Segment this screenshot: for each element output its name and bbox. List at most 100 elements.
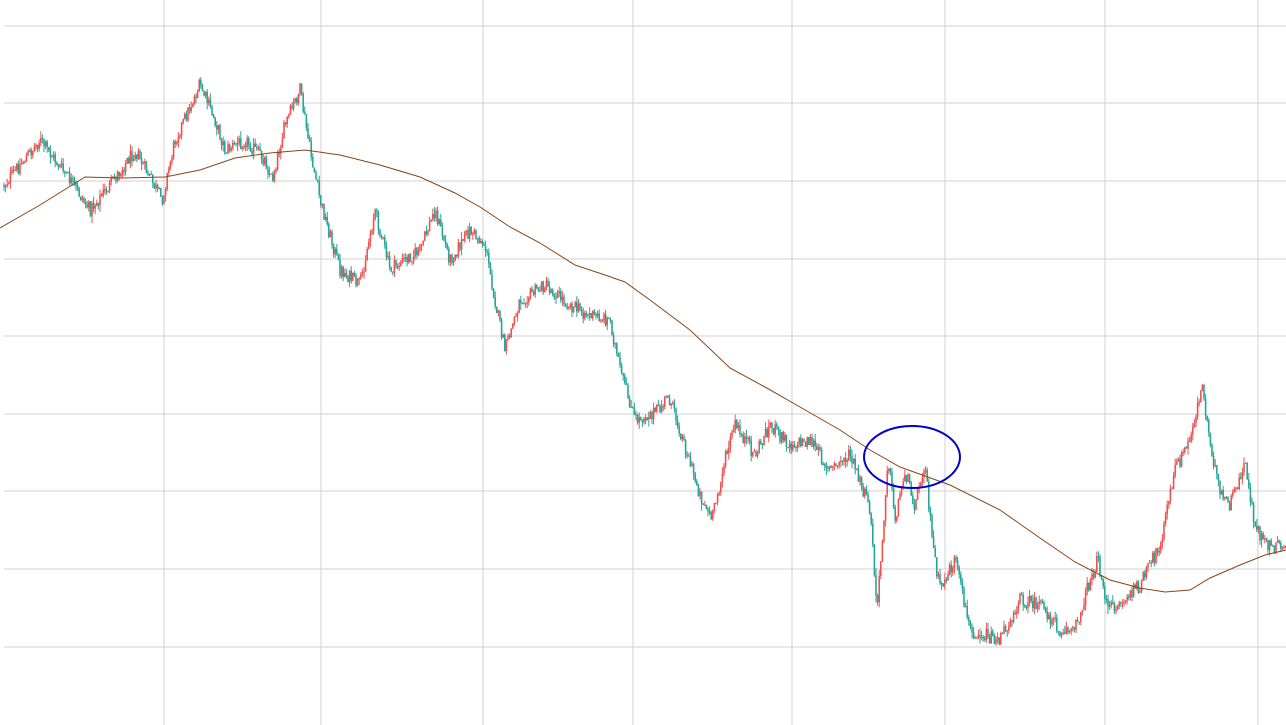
candle-body	[43, 138, 45, 147]
candle-body	[1089, 579, 1092, 591]
candle-body	[230, 148, 232, 151]
candle-body	[1212, 455, 1215, 467]
candle-body	[832, 466, 834, 468]
candle-body	[318, 181, 320, 196]
candle-body	[22, 162, 24, 164]
grid-layer	[4, 0, 1286, 725]
candle-body	[1121, 603, 1124, 605]
candle-body	[166, 173, 168, 190]
candle-body	[1187, 440, 1189, 449]
candle-body	[1022, 594, 1024, 606]
candle-body	[1228, 502, 1231, 511]
candle-body	[126, 157, 128, 164]
candle-body	[38, 143, 40, 149]
candle-body	[1174, 464, 1176, 476]
candle-body	[33, 146, 36, 151]
candle-body	[534, 285, 536, 295]
candle-body	[84, 202, 87, 205]
candle-body	[556, 293, 559, 299]
candle-body	[164, 189, 167, 196]
candle-body	[884, 495, 887, 521]
candle-body	[49, 150, 52, 157]
candle-body	[985, 628, 988, 640]
candle-body	[83, 198, 85, 203]
candle-body	[494, 296, 496, 307]
candle-body	[1105, 598, 1108, 600]
candle-body	[937, 574, 940, 577]
candle-body	[281, 138, 284, 149]
candle-body	[505, 339, 508, 351]
candle-body	[704, 504, 706, 506]
candle-body	[710, 511, 712, 520]
candle-body	[753, 451, 756, 453]
candle-body	[563, 296, 565, 305]
candle-body	[280, 148, 282, 154]
candle-body	[398, 265, 400, 268]
candle-body	[438, 219, 440, 224]
candle-body	[417, 250, 420, 256]
candle-body	[620, 364, 623, 374]
candle-body	[96, 202, 98, 206]
candle-body	[1019, 593, 1021, 604]
candle-body	[97, 202, 100, 206]
candle-body	[328, 224, 330, 238]
candle-body	[915, 499, 917, 510]
candle-body	[336, 249, 338, 255]
candle-body	[1129, 590, 1132, 598]
candle-body	[452, 260, 455, 263]
candle-body	[1017, 603, 1020, 611]
candle-body	[1273, 545, 1276, 553]
candle-body	[1092, 573, 1095, 578]
candle-body	[128, 157, 130, 164]
candle-body	[528, 297, 530, 303]
candle-body	[144, 161, 146, 164]
candle-body	[764, 428, 767, 437]
candle-body	[20, 163, 23, 165]
candle-body	[1201, 384, 1204, 391]
candle-body	[777, 426, 780, 430]
candle-body	[576, 301, 578, 312]
candle-body	[238, 138, 240, 144]
candle-body	[459, 242, 461, 250]
candle-body	[395, 260, 397, 266]
candle-body	[384, 237, 386, 245]
candle-body	[380, 236, 383, 238]
candle-body	[403, 257, 405, 259]
candle-body	[1009, 620, 1012, 627]
candle-body	[996, 637, 999, 640]
candle-body	[796, 443, 799, 449]
candle-body	[670, 403, 672, 406]
candle-body	[592, 311, 594, 319]
candle-body	[721, 473, 724, 483]
candle-body	[123, 170, 125, 172]
candle-body	[894, 507, 896, 521]
candle-body	[982, 636, 984, 639]
candle-body	[584, 312, 586, 319]
candle-body	[675, 408, 677, 421]
candle-body	[132, 158, 135, 161]
candle-body	[198, 79, 200, 92]
candle-body	[1259, 526, 1261, 541]
candle-body	[16, 164, 18, 170]
candle-body	[72, 177, 74, 179]
candle-body	[944, 579, 946, 587]
candle-body	[430, 219, 432, 222]
candle-body	[718, 492, 720, 494]
candle-body	[264, 157, 266, 165]
candle-body	[12, 169, 15, 171]
candle-body	[158, 187, 160, 189]
candle-body	[297, 94, 300, 103]
candle-body	[974, 637, 976, 639]
candle-body	[824, 463, 826, 466]
candle-body	[809, 437, 812, 445]
candle-body	[305, 114, 308, 128]
candle-body	[1195, 416, 1197, 424]
candle-body	[1225, 496, 1228, 498]
candle-body	[326, 216, 328, 225]
candle-body	[451, 254, 453, 263]
candle-body	[1038, 601, 1040, 605]
candle-body	[1108, 605, 1111, 607]
candle-body	[659, 405, 661, 413]
